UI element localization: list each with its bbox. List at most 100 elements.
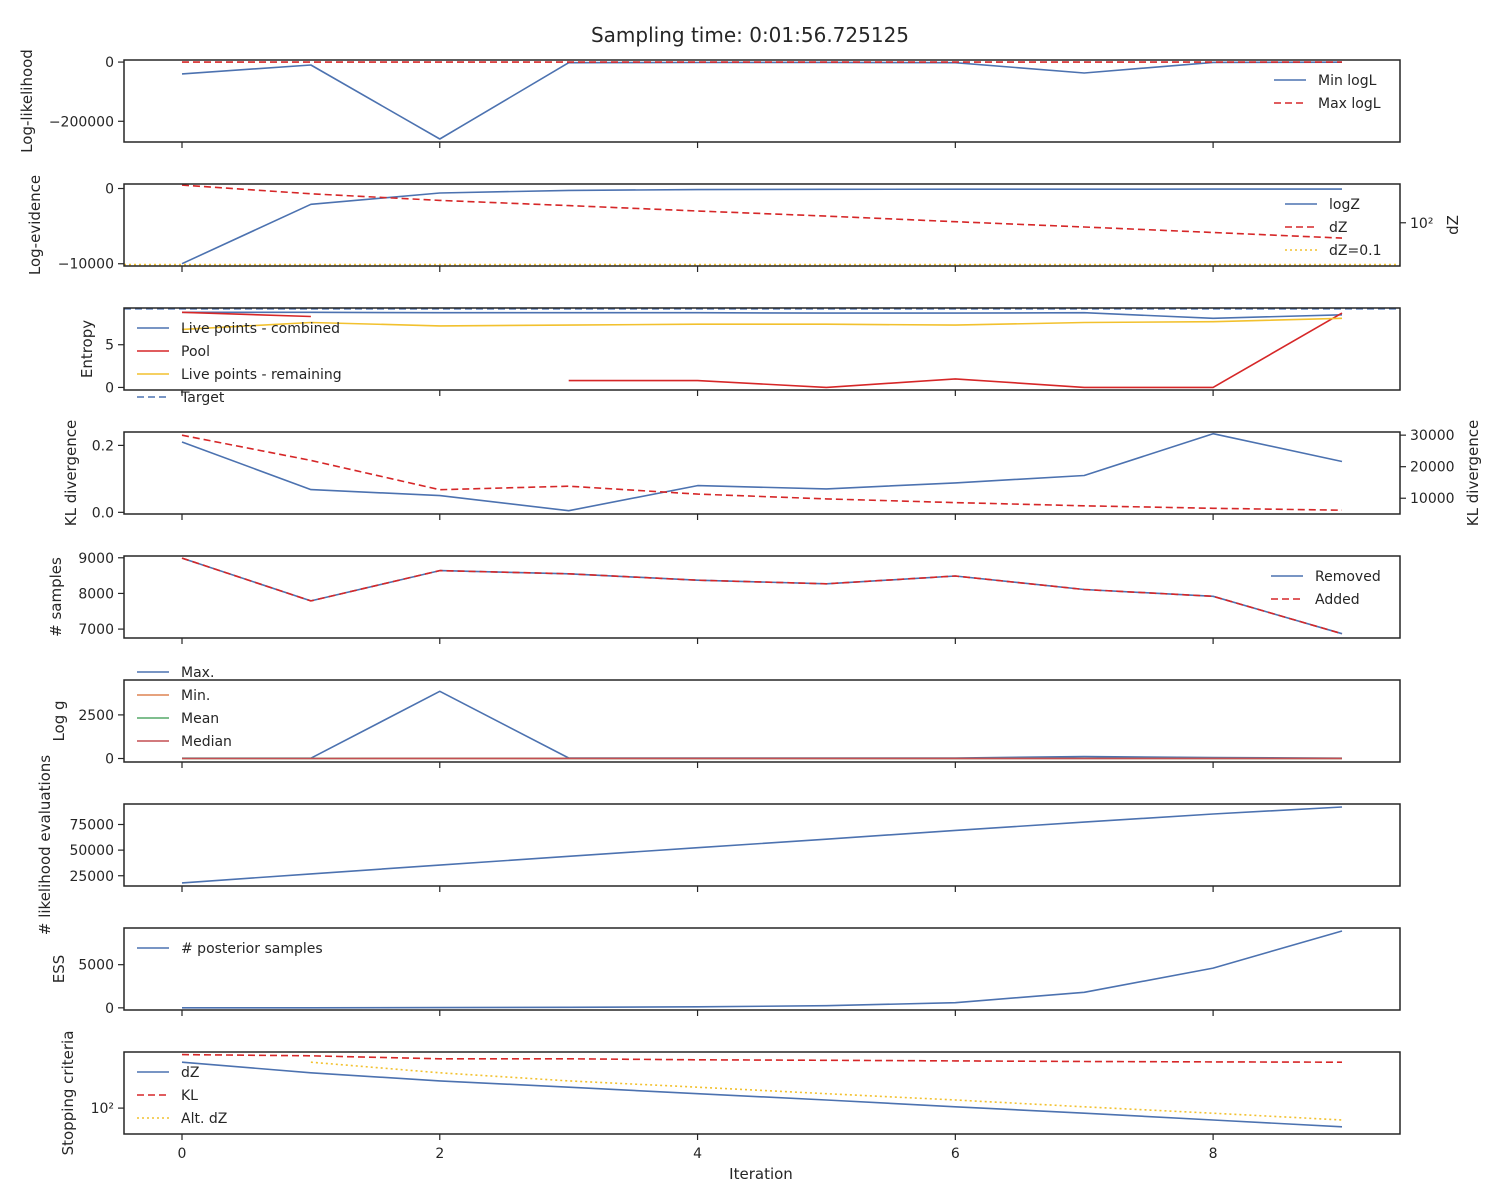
plot-area <box>182 434 1342 511</box>
y-axis-label: ESS <box>50 955 68 984</box>
legend-label: Max logL <box>1318 96 1381 112</box>
legend-label: Removed <box>1315 569 1381 585</box>
y2-tick-label: 10000 <box>1410 491 1455 507</box>
panel-frame <box>124 680 1400 762</box>
x-tick-label: 6 <box>951 1146 960 1162</box>
series-line-live-points-combined <box>182 312 1342 318</box>
panel-2: 0 5 Entropy Live points - combined Pool Live … <box>78 308 1400 406</box>
y-tick-label: 75000 <box>69 818 114 834</box>
panel-frame <box>124 432 1400 514</box>
panel-3: 0.0 0.2 10000 20000 30000 KL divergence KL div… <box>62 420 1482 526</box>
y2-tick-label: 20000 <box>1410 460 1455 476</box>
legend-label: Mean <box>181 711 219 727</box>
panel-4: 7000 8000 9000 # samples Removed Added <box>47 551 1400 644</box>
series-line-series-0 <box>182 807 1342 883</box>
y-tick-label: 50000 <box>69 843 114 859</box>
y-tick-label: 10² <box>91 1101 114 1117</box>
panel-frame <box>124 60 1400 142</box>
plot-area <box>182 807 1342 883</box>
y2-axis-label: KL divergence <box>1464 420 1482 526</box>
y-tick-label: 2500 <box>78 708 114 724</box>
legend-label: KL <box>181 1088 198 1104</box>
panel-frame <box>124 556 1400 638</box>
plot-area <box>182 558 1342 634</box>
panel-6: 25000 50000 75000 # likelihood evaluations <box>36 755 1400 935</box>
y2-tick-label: 30000 <box>1410 428 1455 444</box>
legend-label: dZ <box>1329 220 1347 236</box>
y-tick-label: 0 <box>105 1001 114 1017</box>
y-tick-label: −200000 <box>49 114 114 130</box>
x-axis-label: Iteration <box>729 1165 793 1183</box>
legend-label: # posterior samples <box>181 941 323 957</box>
y-tick-label: 5000 <box>78 958 114 974</box>
y-tick-label: 9000 <box>78 551 114 567</box>
x-tick-label: 0 <box>178 1146 187 1162</box>
y-axis-label: Entropy <box>78 320 96 378</box>
legend-label: Alt. dZ <box>181 1111 227 1127</box>
legend-label: logZ <box>1329 197 1360 213</box>
series-line-dz <box>182 185 1342 238</box>
plot-area <box>182 691 1342 758</box>
series-line-series-1 <box>182 435 1342 510</box>
series-line-added <box>182 558 1342 634</box>
series-line-kl <box>182 1055 1342 1063</box>
y-axis-label: Log-evidence <box>26 175 44 275</box>
y-axis-label: # likelihood evaluations <box>36 755 54 935</box>
series-line--posterior-samples <box>182 931 1342 1008</box>
plot-area <box>182 931 1342 1008</box>
y-axis-label: # samples <box>47 557 65 637</box>
series-line-dz <box>182 1062 1342 1127</box>
series-line-logz <box>182 189 1342 264</box>
legend-label: Added <box>1315 592 1360 608</box>
plot-area <box>124 185 1400 265</box>
legend-label: dZ=0.1 <box>1329 243 1381 259</box>
y-tick-label: 0 <box>105 55 114 71</box>
series-line-min-logl <box>182 62 1342 139</box>
legend-label: Live points - combined <box>181 321 340 337</box>
y-tick-label: −10000 <box>58 257 114 273</box>
panel-7: 0 5000 ESS # posterior samples <box>50 928 1400 1017</box>
panel-0: 0 −200000 Log-likelihood Min logL Max logL <box>18 49 1400 153</box>
legend-label: dZ <box>181 1065 199 1081</box>
y2-axis-label: dZ <box>1444 215 1462 235</box>
plot-area <box>182 62 1342 139</box>
x-tick-label: 2 <box>435 1146 444 1162</box>
y-axis-label: KL divergence <box>62 420 80 526</box>
y2-tick-label: 10² <box>1410 216 1433 232</box>
legend-label: Target <box>180 390 225 406</box>
panel-frame <box>124 1052 1400 1134</box>
y-tick-label: 0.2 <box>92 438 114 454</box>
panel-8: 10² Stopping criteria dZ KL Alt. dZ <box>59 1031 1400 1156</box>
x-tick-label: 8 <box>1209 1146 1218 1162</box>
legend-label: Min logL <box>1318 73 1377 89</box>
legend-label: Max. <box>181 665 214 681</box>
y-axis-label: Log-likelihood <box>18 49 36 153</box>
series-line-alt-dz <box>311 1062 1342 1120</box>
y-tick-label: 0 <box>105 182 114 198</box>
y-tick-label: 0.0 <box>92 505 114 521</box>
series-line-series-0 <box>182 434 1342 511</box>
legend-label: Min. <box>181 688 210 704</box>
series-line-removed <box>182 558 1342 634</box>
chart-suptitle: Sampling time: 0:01:56.725125 <box>591 23 909 47</box>
y-axis-label: Stopping criteria <box>59 1031 77 1156</box>
y-tick-label: 8000 <box>78 586 114 602</box>
plot-area <box>182 1055 1342 1127</box>
panel-5: 0 2500 Log g Max. Min. Mean Median <box>50 665 1400 768</box>
panel-frame <box>124 184 1400 266</box>
legend-label: Median <box>181 734 232 750</box>
series-line-max- <box>182 691 1342 758</box>
y-tick-label: 0 <box>105 380 114 396</box>
legend-label: Pool <box>181 344 210 360</box>
y-tick-label: 7000 <box>78 622 114 638</box>
legend-label: Live points - remaining <box>181 367 342 383</box>
y-tick-label: 0 <box>105 752 114 768</box>
y-axis-label: Log g <box>50 700 68 741</box>
x-tick-label: 4 <box>693 1146 702 1162</box>
y-tick-label: 25000 <box>69 869 114 885</box>
y-tick-label: 5 <box>105 338 114 354</box>
series-line-live-points-remaining <box>182 318 1342 329</box>
panel-1: 0 −10000 10² Log-evidence dZ logZ dZ dZ=0.1 <box>26 175 1462 275</box>
